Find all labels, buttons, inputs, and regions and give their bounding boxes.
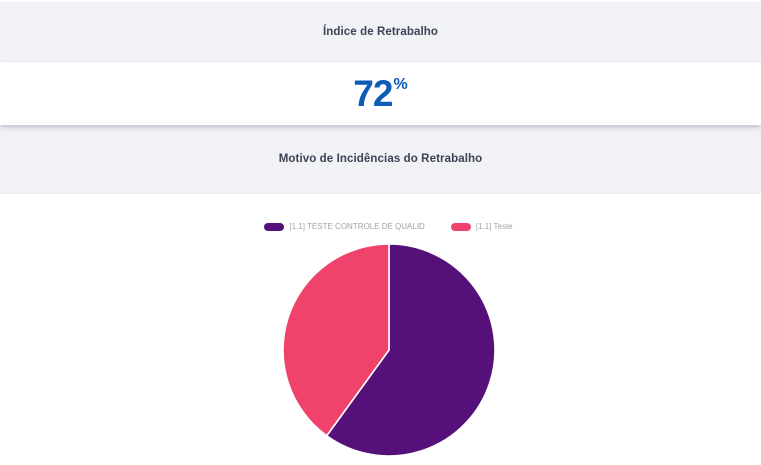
legend-swatch-icon	[450, 222, 471, 231]
rework-index-title: Índice de Retrabalho	[322, 25, 439, 38]
rework-index-body: 72 %	[0, 62, 761, 125]
legend-item-0[interactable]: [1.1] TESTE CONTROLE DE QUALID	[264, 222, 425, 231]
rework-reasons-title: Motivo de Incidências do Retrabalho	[278, 153, 483, 165]
legend-swatch-icon	[264, 222, 285, 231]
pie-chart-wrap: [1.1] TESTE CONTROLE DE QUALID [1.1] Test…	[264, 194, 513, 460]
rework-index-value: 72	[353, 73, 393, 114]
legend-item-1[interactable]: [1.1] Teste	[450, 222, 513, 231]
rework-index-header: Índice de Retrabalho	[0, 0, 761, 62]
pie-chart-section: [1.1] TESTE CONTROLE DE QUALID [1.1] Test…	[0, 194, 761, 465]
legend-label: [1.1] Teste	[475, 222, 513, 231]
legend-label: [1.1] TESTE CONTROLE DE QUALID	[289, 222, 425, 231]
pie-slice-1[interactable]	[281, 243, 390, 437]
rework-index-metric: 72 %	[353, 75, 407, 112]
pie-legend: [1.1] TESTE CONTROLE DE QUALID [1.1] Test…	[264, 222, 513, 231]
rework-reasons-card: Motivo de Incidências do Retrabalho [1.1…	[0, 125, 761, 465]
rework-reasons-header: Motivo de Incidências do Retrabalho	[0, 125, 761, 194]
pie-chart	[281, 243, 496, 457]
rework-index-unit: %	[393, 76, 408, 93]
rework-index-card: Índice de Retrabalho 72 %	[0, 0, 761, 125]
pie-slice-0[interactable]	[325, 243, 496, 457]
